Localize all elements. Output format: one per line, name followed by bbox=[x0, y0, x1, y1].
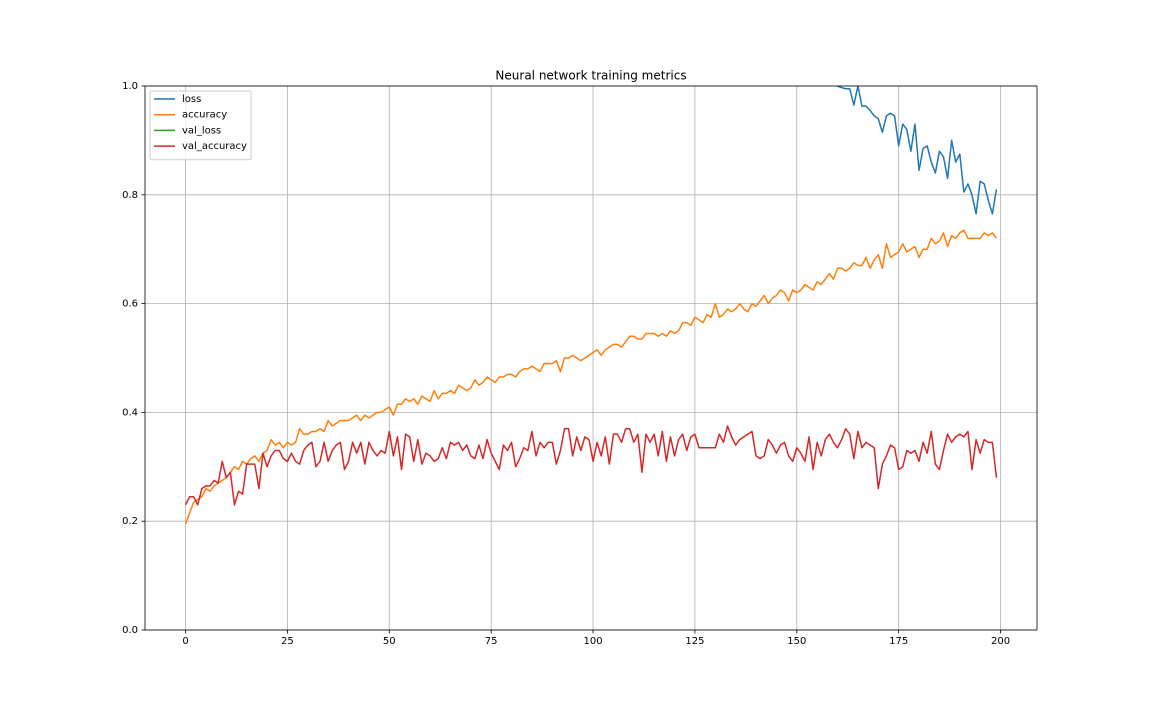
x-tick-label: 75 bbox=[485, 636, 498, 647]
line-series bbox=[184, 229, 998, 525]
legend-label: val_loss bbox=[182, 125, 221, 136]
legend-label: loss bbox=[182, 94, 201, 105]
line-series bbox=[836, 86, 998, 215]
x-tick-label: 150 bbox=[787, 636, 806, 647]
x-tick-label: 100 bbox=[583, 636, 602, 647]
y-tick-label: 0.8 bbox=[122, 190, 138, 201]
y-tick-label: 0.6 bbox=[122, 299, 138, 310]
plot-area bbox=[184, 86, 998, 525]
legend-label: val_accuracy bbox=[182, 141, 247, 152]
x-tick-label: 175 bbox=[889, 636, 908, 647]
x-tick-label: 25 bbox=[281, 636, 294, 647]
x-tick-label: 125 bbox=[685, 636, 704, 647]
x-tick-label: 200 bbox=[991, 636, 1010, 647]
axes-frame bbox=[144, 85, 1038, 631]
x-tick-label: 50 bbox=[383, 636, 396, 647]
legend-label: accuracy bbox=[182, 110, 227, 121]
chart-title: Neural network training metrics bbox=[495, 69, 686, 83]
line-series bbox=[184, 425, 998, 506]
y-tick-label: 0.2 bbox=[122, 516, 138, 527]
y-tick-label: 0.0 bbox=[122, 625, 138, 636]
y-tick-label: 0.4 bbox=[122, 407, 138, 418]
legend: loss accuracy val_loss val_accuracy bbox=[149, 90, 252, 161]
ticks: 0 25 50 75 100 125 150 175 200 0.0 0.2 0.4 0.6 0.8 1.0 bbox=[122, 81, 1010, 647]
y-tick-label: 1.0 bbox=[122, 81, 138, 92]
legend-box bbox=[149, 90, 252, 161]
x-tick-label: 0 bbox=[182, 636, 188, 647]
